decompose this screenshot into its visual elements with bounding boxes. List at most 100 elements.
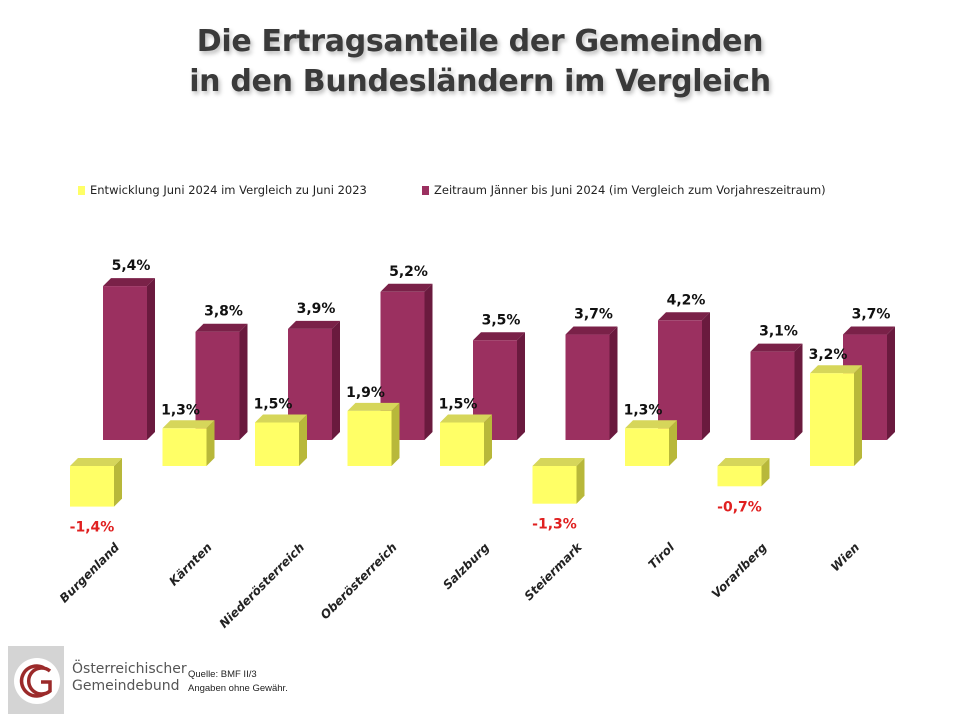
bar-series2-top	[565, 326, 618, 335]
data-label-series2: 3,8%	[204, 304, 243, 320]
bar-series1-front	[255, 422, 299, 466]
bar-series1-top	[347, 402, 400, 411]
gemeindebund-logo	[8, 646, 64, 714]
data-label-series2: 5,4%	[112, 258, 151, 274]
data-label-series2: 3,7%	[574, 307, 613, 323]
category-group: 3,7% 3,2% Wien	[809, 307, 895, 574]
data-label-series1: 1,9%	[346, 385, 385, 401]
organization-name: Österreichischer Gemeindebund	[72, 661, 187, 695]
bar-series1-front	[532, 466, 577, 504]
data-label-series1: -1,4%	[70, 520, 115, 536]
category-label: Kärnten	[166, 540, 214, 588]
data-label-series1: -1,3%	[532, 517, 577, 533]
title-line-1: Die Ertragsanteile der Gemeinden	[196, 24, 764, 59]
category-label: Steiermark	[522, 540, 586, 604]
bar-series1-front	[717, 466, 762, 487]
bar-series1-front	[162, 428, 207, 466]
bar-series1-front	[810, 373, 854, 466]
category-label: Tirol	[646, 540, 678, 572]
bar-series1-side	[299, 414, 307, 466]
category-group: 3,7% -1,3% Steiermark	[522, 307, 618, 604]
data-label-series2: 3,5%	[482, 312, 521, 328]
bar-series1	[162, 420, 215, 466]
category-group: 3,5% 1,5% Salzburg	[439, 312, 525, 592]
category-label: Burgenland	[57, 540, 123, 606]
bar-series1	[70, 458, 122, 507]
bar-series1-top	[810, 365, 862, 374]
data-label-series1: 1,3%	[624, 402, 663, 418]
bar-series1-top	[255, 414, 307, 423]
category-group: 5,4% -1,4% Burgenland	[57, 258, 155, 605]
bar-series2-side	[424, 283, 433, 440]
bar-series2-side	[609, 326, 618, 440]
category-label: Salzburg	[440, 540, 492, 592]
bar-series2-side	[517, 332, 525, 440]
bar-series1-top	[70, 458, 122, 466]
bar-series1-front	[347, 410, 392, 466]
bar-series2-front	[103, 286, 147, 440]
bar-series2-top	[288, 320, 340, 329]
bar-series1-side	[576, 458, 585, 504]
legend-label-series2: Zeitraum Jänner bis Juni 2024 (im Vergle…	[434, 183, 826, 197]
bar-series1-top	[625, 420, 677, 429]
bar-series1-side	[761, 458, 770, 487]
bar-series1-top	[162, 420, 215, 429]
data-label-series2: 3,9%	[297, 301, 336, 317]
category-group: 3,1% -0,7% Vorarlberg	[709, 324, 803, 601]
bar-series2	[103, 278, 155, 440]
category-label: Oberösterreich	[318, 540, 400, 622]
legend-swatch-purple	[422, 185, 429, 195]
bar-series2-side	[239, 323, 248, 440]
data-label-series1: 1,5%	[254, 397, 293, 413]
legend-label-series1: Entwicklung Juni 2024 im Vergleich zu Ju…	[90, 183, 367, 197]
bar-series2	[195, 323, 248, 440]
data-label-series2: 3,7%	[852, 307, 891, 323]
bar-series2-top	[843, 326, 895, 335]
legend-item-series2: Zeitraum Jänner bis Juni 2024 (im Vergle…	[422, 183, 826, 197]
bar-series2	[750, 343, 803, 440]
data-label-series2: 3,1%	[759, 324, 798, 340]
cg-logo-icon	[19, 664, 52, 698]
legend-item-series1: Entwicklung Juni 2024 im Vergleich zu Ju…	[78, 183, 367, 197]
data-label-series1: 1,5%	[439, 397, 478, 413]
bar-series1-top	[440, 414, 492, 423]
bar-series2-side	[702, 312, 710, 440]
category-label: Vorarlberg	[709, 540, 770, 601]
bar-series2	[565, 326, 618, 440]
category-group: 3,8% 1,3% Kärnten	[161, 304, 248, 589]
data-label-series2: 5,2%	[389, 264, 428, 280]
source-note: Quelle: BMF II/3 Angaben ohne Gewähr.	[188, 668, 288, 696]
bar-series1-front	[70, 466, 114, 507]
bar-series1-top	[717, 458, 770, 466]
bar-series2-side	[887, 326, 895, 440]
bar-series2-top	[195, 323, 248, 332]
source-line-2: Angaben ohne Gewähr.	[188, 683, 288, 694]
bar-series2-top	[380, 283, 433, 292]
org-line-2: Gemeindebund	[72, 678, 180, 694]
bar-series2-front	[565, 334, 610, 440]
bar-series2-side	[147, 278, 155, 440]
bar-series1	[625, 420, 677, 466]
bar-series1	[717, 458, 770, 487]
bar-series1-side	[669, 420, 677, 466]
bar-series1	[810, 365, 862, 466]
bar-series1-top	[532, 458, 585, 466]
legend-swatch-yellow	[78, 185, 85, 195]
bar-series2-side	[332, 320, 340, 440]
logo-circle	[14, 658, 60, 704]
bar-series2-top	[103, 278, 155, 287]
category-group: 5,2% 1,9% Oberösterreich	[318, 264, 433, 622]
category-label: Niederösterreich	[217, 540, 307, 630]
title-line-2: in den Bundesländern im Vergleich	[189, 64, 771, 99]
bar-series2-top	[658, 312, 710, 321]
bar-series1	[532, 458, 585, 504]
category-label: Wien	[828, 540, 862, 574]
bar-series2-top	[750, 343, 803, 352]
bar-series1-side	[206, 420, 215, 466]
data-label-series2: 4,2%	[667, 292, 706, 308]
bar-series1-side	[484, 414, 492, 466]
bar-series1-side	[391, 402, 400, 466]
source-line-1: Quelle: BMF II/3	[188, 669, 257, 680]
bar-series1-side	[854, 365, 862, 466]
